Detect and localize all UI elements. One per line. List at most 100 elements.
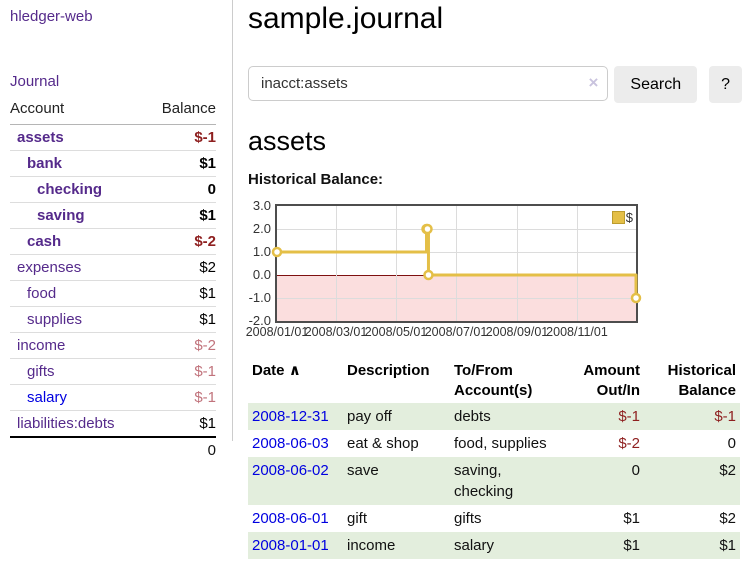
account-link[interactable]: checking: [37, 181, 103, 198]
sort-ascending-icon: ∧: [288, 362, 301, 379]
account-name-cell: checking: [10, 176, 146, 203]
transaction-balance: $2: [719, 462, 736, 479]
account-link[interactable]: assets: [17, 129, 64, 146]
accounts-total-row: 0: [10, 436, 216, 463]
transaction-amount: $1: [623, 537, 640, 554]
transaction-accounts: saving, checking: [454, 462, 514, 500]
register-col-header[interactable]: Amount Out/In: [583, 362, 640, 399]
register-col-header[interactable]: Description: [347, 362, 430, 379]
x-tick-label: 2008/03/01: [304, 325, 368, 339]
transaction-date-link[interactable]: 2008-06-01: [252, 510, 329, 527]
account-row: expenses $2: [10, 254, 216, 281]
account-row: bank $1: [10, 150, 216, 177]
transaction-amount: $-2: [618, 435, 640, 452]
account-row: liabilities:debts $1: [10, 410, 216, 437]
search-input-wrap: ×: [248, 66, 609, 101]
transaction-row: 2008-12-31 pay off debts $-1 $-1: [248, 403, 740, 430]
account-balance: $1: [145, 410, 216, 437]
account-balance: $-1: [145, 384, 216, 411]
y-tick-label: 2.0: [252, 221, 271, 236]
transaction-date-link[interactable]: 2008-12-31: [252, 408, 329, 425]
transaction-description: pay off: [347, 408, 392, 425]
transaction-balance: $-1: [714, 408, 736, 425]
account-row: gifts $-1: [10, 358, 216, 385]
account-link[interactable]: cash: [27, 233, 62, 250]
y-tick-label: 0.0: [252, 267, 271, 282]
nav-journal-link[interactable]: Journal: [10, 73, 60, 90]
account-row: cash $-2: [10, 228, 216, 255]
account-row: food $1: [10, 280, 216, 307]
accounts-header-account: Account: [10, 100, 146, 125]
vertical-gridline: [576, 206, 578, 321]
account-heading: assets: [248, 126, 327, 156]
account-link[interactable]: liabilities:debts: [17, 415, 115, 432]
search-form: × Search ?: [248, 66, 742, 103]
help-button[interactable]: ?: [709, 66, 742, 103]
x-tick-label: 2008/07/01: [424, 325, 488, 339]
clear-search-icon[interactable]: ×: [588, 73, 599, 92]
account-name-cell: assets: [10, 125, 146, 151]
account-link[interactable]: income: [17, 337, 66, 354]
transaction-date-link[interactable]: 2008-01-01: [252, 537, 329, 554]
account-link[interactable]: expenses: [17, 259, 82, 276]
register-col-header[interactable]: To/From Account(s): [454, 362, 533, 399]
accounts-header-balance: Balance: [145, 100, 216, 125]
vertical-gridline: [456, 206, 457, 321]
accounts-table: Account Balance assets $-1 bank $1 checking 0…: [10, 100, 216, 463]
transaction-date-link[interactable]: 2008-06-02: [252, 462, 329, 479]
data-point-marker[interactable]: [630, 292, 642, 304]
main-content: sample.journal × Search ? assets Histori…: [246, 0, 742, 559]
account-balance: $1: [145, 202, 216, 229]
transaction-date-cell: 2008-06-01: [248, 505, 343, 532]
account-row: supplies $1: [10, 306, 216, 333]
account-name-cell: salary: [10, 384, 146, 411]
account-name-cell: liabilities:debts: [10, 410, 146, 437]
transaction-amount: 0: [631, 462, 640, 479]
account-link[interactable]: salary: [27, 389, 68, 406]
account-balance: $1: [145, 306, 216, 333]
data-point-marker[interactable]: [422, 223, 433, 235]
account-link[interactable]: gifts: [27, 363, 55, 380]
y-tick-label: 1.0: [252, 244, 271, 259]
account-balance: $-1: [145, 358, 216, 385]
transaction-accounts: gifts: [454, 510, 482, 527]
transaction-balance: 0: [727, 435, 736, 452]
register-table: Date ∧ Description To/From Account(s) Amoun…: [248, 359, 740, 559]
account-link[interactable]: saving: [37, 207, 85, 224]
transaction-date-cell: 2008-12-31: [248, 403, 343, 430]
account-balance: $2: [145, 254, 216, 281]
transaction-description: eat & shop: [347, 435, 419, 452]
transaction-balance: $2: [719, 510, 736, 527]
data-point-marker[interactable]: [271, 246, 283, 258]
transaction-description: save: [347, 462, 379, 479]
account-link[interactable]: food: [27, 285, 57, 302]
transaction-date-cell: 2008-06-02: [248, 457, 343, 505]
search-button[interactable]: Search: [614, 66, 698, 103]
account-name-cell: expenses: [10, 254, 146, 281]
balance-line-series: [271, 223, 642, 304]
transaction-date-link[interactable]: 2008-06-03: [252, 435, 329, 452]
account-row: income $-2: [10, 332, 216, 359]
transaction-description: gift: [347, 510, 368, 527]
vertical-gridline: [516, 206, 518, 321]
brand-link[interactable]: hledger-web: [10, 8, 93, 25]
chart-plot-area: $: [271, 204, 642, 323]
account-name-cell: supplies: [10, 306, 146, 333]
account-name-cell: gifts: [10, 358, 146, 385]
accounts-total-spacer: [10, 436, 146, 463]
account-balance: 0: [145, 176, 216, 203]
register-header-row: Date ∧ Description To/From Account(s) Amoun…: [248, 359, 740, 403]
account-name-cell: cash: [10, 228, 146, 255]
account-row: assets $-1: [10, 125, 216, 151]
y-tick-label: 3.0: [252, 198, 271, 213]
account-link[interactable]: supplies: [27, 311, 83, 328]
search-input[interactable]: [248, 66, 609, 101]
data-point-marker[interactable]: [423, 269, 434, 281]
accounts-header-row: Account Balance: [10, 100, 216, 125]
historical-balance-chart: $ 3.0 2.0 1.0 0.0 -1.0 -2.0 2008/01/01 2008/03/…: [246, 197, 742, 343]
account-link[interactable]: bank: [27, 155, 63, 172]
register-col-header[interactable]: Historical Balance: [667, 362, 736, 399]
register-col-header[interactable]: Date ∧: [252, 362, 301, 379]
transaction-date-cell: 2008-01-01: [248, 532, 343, 559]
